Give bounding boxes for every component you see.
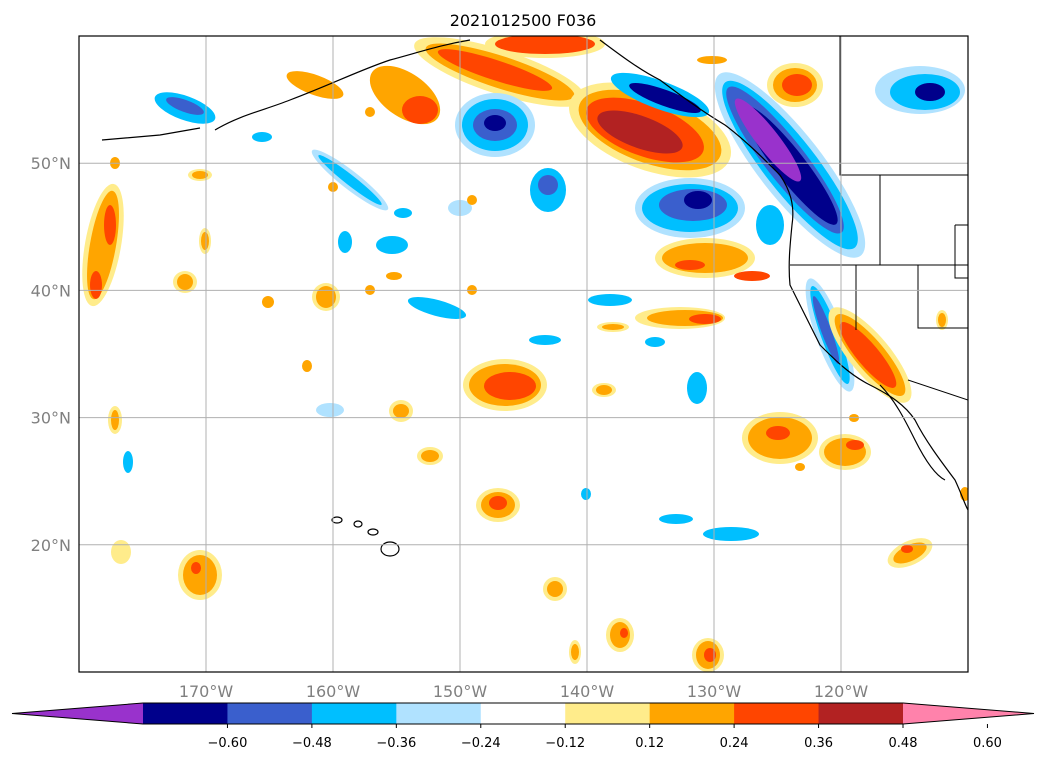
lat-tick-label: 40°N <box>31 281 71 300</box>
colorbar-extend-low <box>12 703 143 724</box>
coastline <box>101 39 968 511</box>
colorbar: −0.60 −0.48 −0.36 −0.24 −0.12 0.12 0.24 0.36 0.4… <box>11 702 1035 751</box>
colorbar-tick-label: 0.12 <box>635 736 664 751</box>
latitude-labels: 20°N 30°N 40°N 50°N <box>31 154 71 555</box>
lat-tick-label: 30°N <box>31 409 71 428</box>
map-title: 2021012500 F036 <box>450 11 597 30</box>
colorbar-tick-label: −0.24 <box>461 736 501 751</box>
colorbar-segment <box>480 703 566 724</box>
longitude-labels: 170°W 160°W 150°W 140°W 130°W 120°W <box>179 682 869 701</box>
colorbar-segment <box>143 703 228 724</box>
colorbar-extend-high <box>903 703 1034 724</box>
anomaly-field <box>82 36 968 672</box>
colorbar-tick-label: −0.60 <box>208 736 248 751</box>
colorbar-segment <box>734 703 820 724</box>
colorbar-tick-label: −0.36 <box>376 736 416 751</box>
colorbar-segment <box>649 703 735 724</box>
colorbar-segment <box>818 703 904 724</box>
colorbar-tick-label: −0.48 <box>292 736 332 751</box>
lon-tick-label: 130°W <box>687 682 742 701</box>
colorbar-tick-label: −0.12 <box>545 736 585 751</box>
colorbar-outline <box>11 702 1035 725</box>
lat-tick-label: 50°N <box>31 154 71 173</box>
colorbar-tick-label: 0.48 <box>889 736 918 751</box>
gridlines <box>79 36 968 672</box>
contour-region-coast-negative <box>610 72 866 258</box>
contour-region-mid-negative <box>123 66 965 541</box>
colorbar-tick-label: 0.36 <box>804 736 833 751</box>
contour-region-north-jet <box>286 36 605 125</box>
lon-tick-label: 150°W <box>433 682 488 701</box>
lon-tick-label: 170°W <box>179 682 234 701</box>
contour-region-california-negative <box>805 278 855 392</box>
contour-region-socal-positive <box>828 307 912 403</box>
colorbar-segment <box>311 703 397 724</box>
country-borders <box>790 36 968 401</box>
lat-tick-label: 20°N <box>31 536 71 555</box>
colorbar-segment <box>396 703 482 724</box>
colorbar-tick-label: 0.60 <box>973 736 1002 751</box>
contour-region-scattered-positive <box>82 56 968 672</box>
lon-tick-label: 160°W <box>306 682 361 701</box>
colorbar-segment <box>565 703 651 724</box>
colorbar-tick-label: 0.24 <box>720 736 749 751</box>
lon-tick-label: 140°W <box>560 682 615 701</box>
colorbar-segment <box>227 703 313 724</box>
map-frame <box>78 35 969 673</box>
lon-tick-label: 120°W <box>814 682 869 701</box>
hawaii-islands <box>331 516 400 557</box>
